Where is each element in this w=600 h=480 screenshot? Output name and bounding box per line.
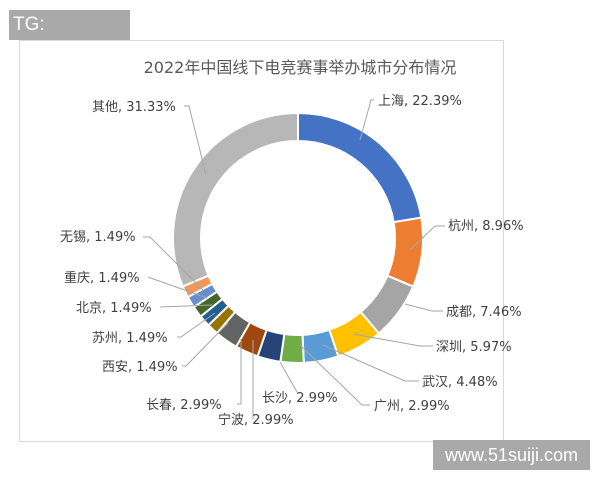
data-label: 宁波, 2.99% — [218, 412, 294, 428]
leader-line — [184, 105, 207, 176]
leader-line — [177, 312, 216, 338]
data-label: 北京, 1.49% — [76, 301, 152, 316]
data-label: 无锡, 1.49% — [60, 230, 136, 245]
data-label: 武汉, 4.48% — [422, 375, 498, 390]
data-label: 杭州, 8.96% — [448, 219, 524, 234]
leader-line — [404, 303, 443, 312]
leader-line — [352, 333, 433, 347]
leader-line — [237, 339, 242, 405]
leader-lines — [143, 99, 445, 419]
leader-line — [299, 344, 370, 406]
donut-slice-其他 — [172, 111, 299, 288]
data-label: 重庆, 1.49% — [64, 270, 140, 286]
donut-slices — [172, 111, 424, 364]
watermark-bottom: www.51suiji.com — [433, 440, 590, 470]
data-label: 深圳, 5.97% — [436, 340, 512, 355]
leader-line — [322, 344, 419, 382]
data-labels: 上海, 22.39% 杭州, 8.96% 成都, 7.46% 深圳, 5.97% 武汉,… — [60, 94, 524, 428]
donut-slice-上海 — [297, 111, 423, 224]
leader-line — [143, 236, 204, 291]
leader-line — [147, 276, 208, 299]
leader-line — [359, 99, 374, 141]
donut-slice-杭州 — [386, 216, 424, 288]
data-label: 广州, 2.99% — [374, 399, 450, 414]
leader-line — [159, 304, 213, 308]
data-label: 苏州, 1.49% — [92, 330, 168, 346]
chart-title: 2022年中国线下电竞赛事举办城市分布情况 — [143, 58, 457, 77]
data-label: 成都, 7.46% — [446, 305, 522, 320]
leader-line — [182, 322, 229, 367]
data-label: 上海, 22.39% — [378, 94, 462, 109]
data-label: 长沙, 2.99% — [262, 391, 338, 406]
leader-line — [279, 361, 298, 393]
data-label: 长春, 2.99% — [146, 398, 222, 413]
data-label: 其他, 31.33% — [92, 100, 176, 115]
leader-line — [409, 225, 445, 251]
data-label: 西安, 1.49% — [102, 360, 178, 375]
